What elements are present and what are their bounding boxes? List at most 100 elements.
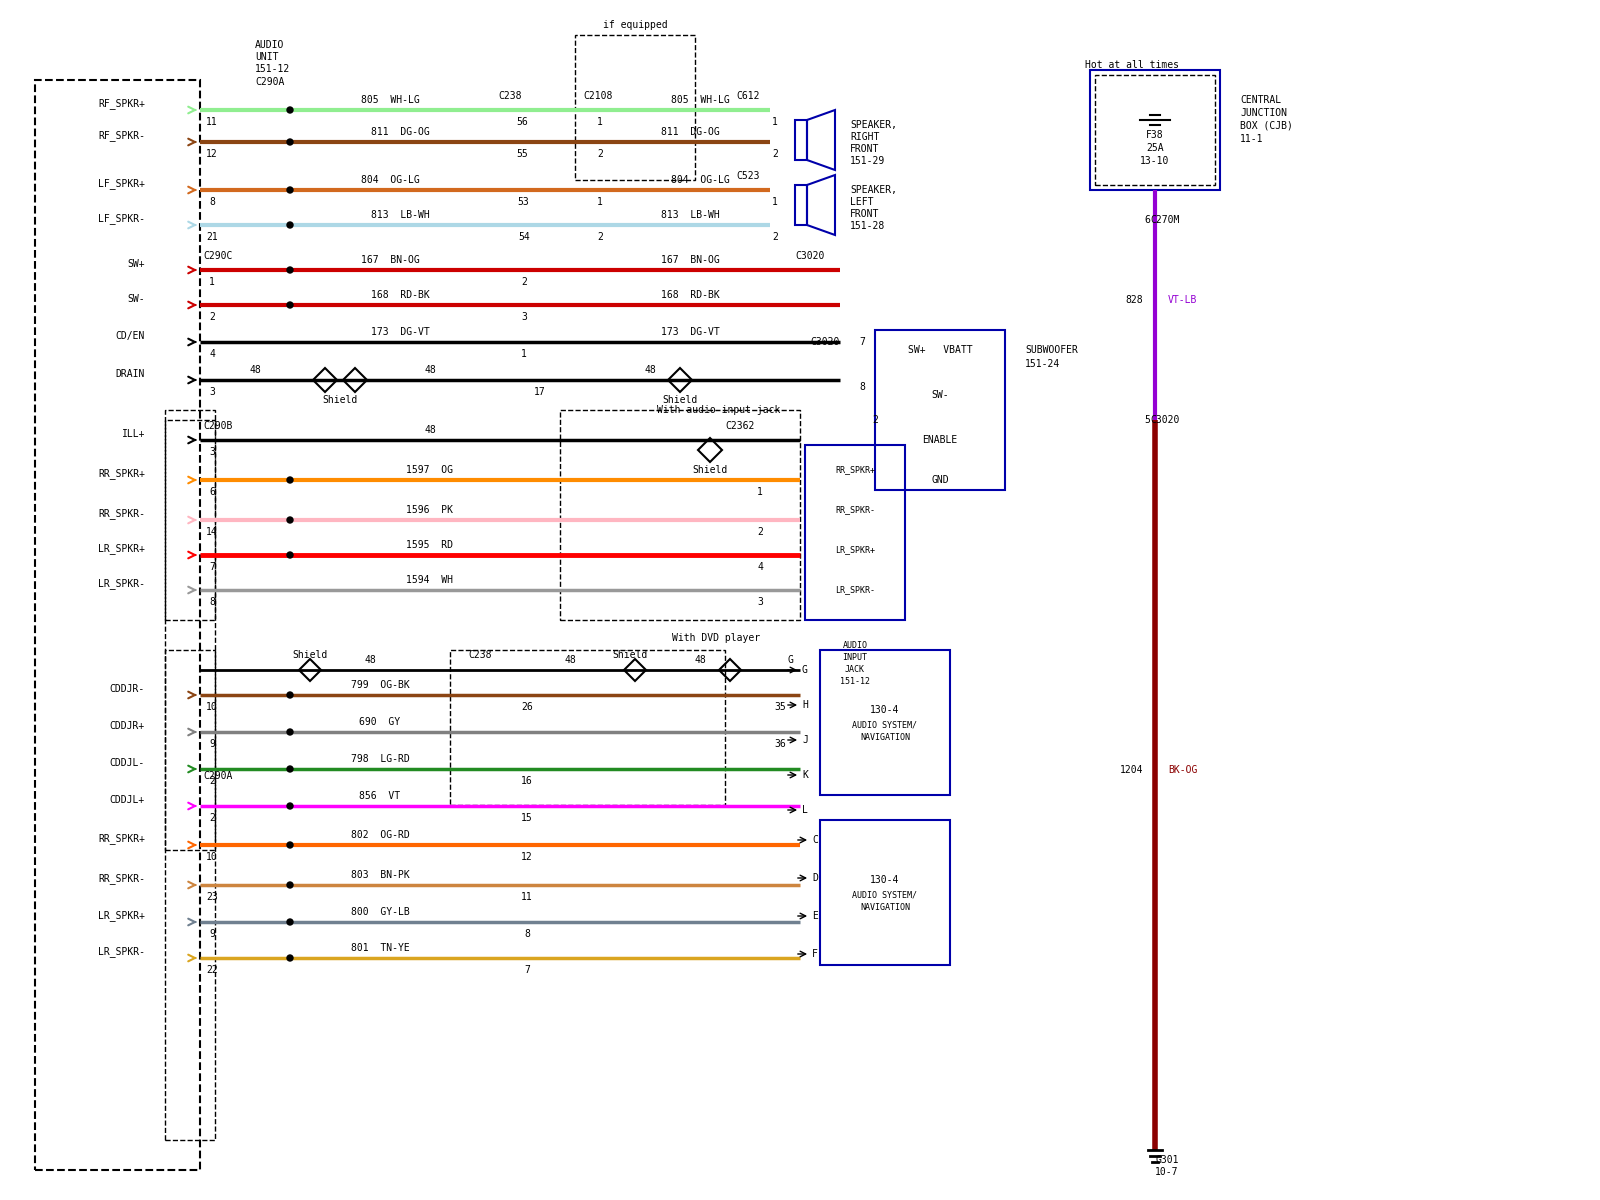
Text: Shield: Shield bbox=[693, 464, 728, 475]
Text: 151-29: 151-29 bbox=[850, 156, 885, 166]
Bar bbox=[165, 650, 214, 1140]
Text: 805  WH-LG: 805 WH-LG bbox=[670, 95, 730, 104]
Circle shape bbox=[286, 882, 293, 888]
Text: 23: 23 bbox=[206, 892, 218, 902]
Text: 48: 48 bbox=[645, 365, 656, 374]
Text: ILL+: ILL+ bbox=[122, 428, 146, 439]
Text: 14: 14 bbox=[206, 527, 218, 538]
Text: 167  BN-OG: 167 BN-OG bbox=[661, 254, 720, 265]
Text: 5: 5 bbox=[1144, 415, 1150, 425]
Text: DRAIN: DRAIN bbox=[115, 370, 146, 379]
Bar bbox=[165, 410, 214, 620]
Text: 9: 9 bbox=[210, 929, 214, 938]
Text: LR_SPKR-: LR_SPKR- bbox=[98, 578, 146, 589]
Text: 151-12: 151-12 bbox=[840, 677, 870, 685]
Text: 13-10: 13-10 bbox=[1141, 156, 1170, 166]
Text: C290C: C290C bbox=[203, 251, 232, 260]
Circle shape bbox=[286, 842, 293, 848]
Circle shape bbox=[286, 766, 293, 772]
Text: SW-: SW- bbox=[128, 294, 146, 304]
Text: J: J bbox=[802, 734, 808, 745]
Text: 690  GY: 690 GY bbox=[360, 716, 400, 727]
Text: FRONT: FRONT bbox=[850, 144, 880, 154]
Bar bbox=[819, 820, 950, 965]
Text: 804  OG-LG: 804 OG-LG bbox=[360, 175, 419, 185]
Text: if equipped: if equipped bbox=[603, 20, 667, 30]
Text: 1: 1 bbox=[597, 116, 603, 127]
Text: H: H bbox=[802, 700, 808, 710]
Text: RF_SPKR-: RF_SPKR- bbox=[98, 131, 146, 142]
Bar bbox=[574, 35, 694, 180]
Text: C238: C238 bbox=[469, 650, 491, 660]
Text: AUDIO: AUDIO bbox=[843, 641, 867, 649]
Bar bbox=[1094, 74, 1214, 185]
Text: 1594  WH: 1594 WH bbox=[406, 575, 453, 584]
Text: ENABLE: ENABLE bbox=[922, 434, 958, 445]
Text: 16: 16 bbox=[522, 776, 533, 786]
Circle shape bbox=[286, 728, 293, 734]
Text: UNIT: UNIT bbox=[254, 52, 278, 62]
Text: 2: 2 bbox=[872, 415, 878, 425]
Text: C3020: C3020 bbox=[795, 251, 824, 260]
Text: 3: 3 bbox=[210, 386, 214, 397]
Text: 3: 3 bbox=[210, 446, 214, 457]
Text: 168  RD-BK: 168 RD-BK bbox=[661, 290, 720, 300]
Bar bbox=[1090, 70, 1221, 190]
Text: 2: 2 bbox=[522, 277, 526, 287]
Text: C290A: C290A bbox=[203, 770, 232, 781]
Bar bbox=[450, 650, 725, 805]
Text: G301: G301 bbox=[1155, 1154, 1179, 1165]
Text: CD/EN: CD/EN bbox=[115, 331, 146, 341]
Text: Hot at all times: Hot at all times bbox=[1085, 60, 1179, 70]
Text: FRONT: FRONT bbox=[850, 209, 880, 218]
Text: 2: 2 bbox=[773, 232, 778, 242]
Text: F: F bbox=[813, 949, 818, 959]
Text: BK-OG: BK-OG bbox=[1168, 766, 1197, 775]
Text: JACK: JACK bbox=[845, 665, 866, 673]
Text: 55: 55 bbox=[517, 149, 528, 158]
Text: INPUT: INPUT bbox=[843, 653, 867, 661]
Text: 35: 35 bbox=[774, 702, 786, 712]
Text: 7: 7 bbox=[525, 965, 530, 974]
Text: G: G bbox=[787, 655, 794, 665]
Text: 11: 11 bbox=[206, 116, 218, 127]
Text: 1: 1 bbox=[210, 277, 214, 287]
Text: 1596  PK: 1596 PK bbox=[406, 505, 453, 515]
Text: 130-4: 130-4 bbox=[870, 704, 899, 715]
Text: 168  RD-BK: 168 RD-BK bbox=[371, 290, 429, 300]
Text: 828: 828 bbox=[1125, 295, 1142, 305]
Text: AUDIO SYSTEM/: AUDIO SYSTEM/ bbox=[853, 720, 917, 730]
Text: 8: 8 bbox=[210, 596, 214, 607]
Text: 9: 9 bbox=[210, 739, 214, 749]
Text: 2: 2 bbox=[210, 312, 214, 322]
Text: 54: 54 bbox=[518, 232, 530, 242]
Text: 12: 12 bbox=[522, 852, 533, 862]
Text: 36: 36 bbox=[774, 739, 786, 749]
Bar bbox=[795, 185, 806, 226]
Circle shape bbox=[286, 552, 293, 558]
Text: 25A: 25A bbox=[1146, 143, 1163, 152]
Text: 1: 1 bbox=[773, 197, 778, 206]
Text: 799  OG-BK: 799 OG-BK bbox=[350, 680, 410, 690]
Text: 11-1: 11-1 bbox=[1240, 134, 1264, 144]
Circle shape bbox=[286, 302, 293, 308]
Text: C2362: C2362 bbox=[725, 421, 755, 431]
Text: 813  LB-WH: 813 LB-WH bbox=[661, 210, 720, 220]
Text: C290B: C290B bbox=[203, 421, 232, 431]
Text: Shield: Shield bbox=[293, 650, 328, 660]
Circle shape bbox=[286, 692, 293, 698]
Text: 6: 6 bbox=[1144, 215, 1150, 226]
Text: CDDJL+: CDDJL+ bbox=[110, 794, 146, 805]
Text: LR_SPKR+: LR_SPKR+ bbox=[98, 544, 146, 554]
Text: E: E bbox=[813, 911, 818, 922]
Text: 1204: 1204 bbox=[1120, 766, 1142, 775]
Text: 21: 21 bbox=[206, 232, 218, 242]
Text: 56: 56 bbox=[517, 116, 528, 127]
Bar bbox=[875, 330, 1005, 490]
Text: 10-7: 10-7 bbox=[1155, 1166, 1179, 1177]
Text: C270M: C270M bbox=[1150, 215, 1179, 226]
Text: 2: 2 bbox=[757, 527, 763, 538]
Text: LEFT: LEFT bbox=[850, 197, 874, 206]
Text: D: D bbox=[813, 874, 818, 883]
Text: JUNCTION: JUNCTION bbox=[1240, 108, 1286, 118]
